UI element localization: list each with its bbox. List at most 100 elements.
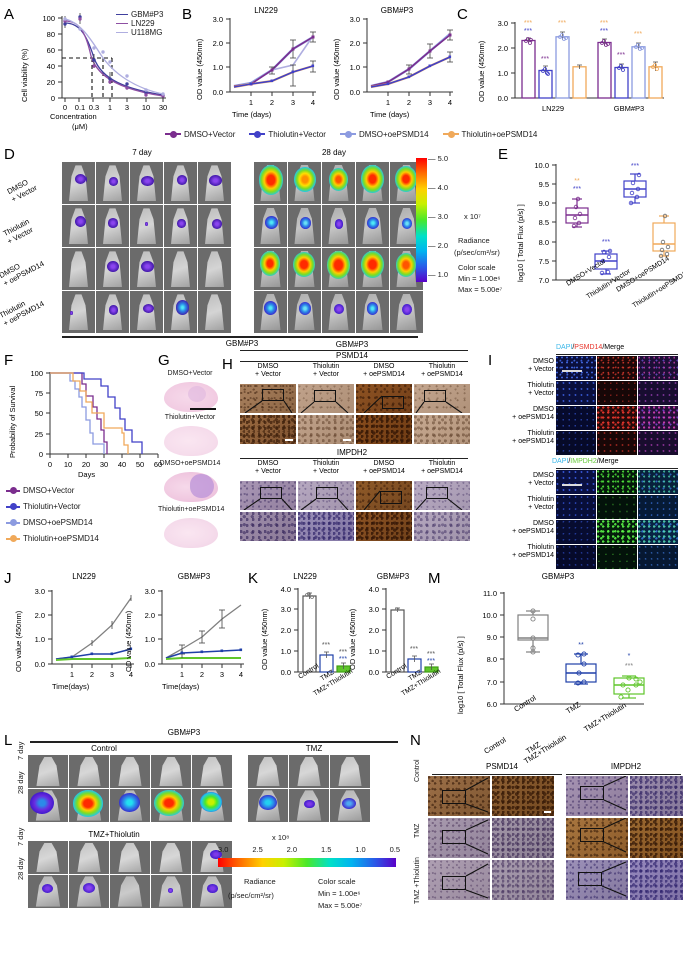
panel-d: D 7 day 28 day DMSO + Vector Thiolutin + V…: [0, 146, 464, 348]
mouse-image: [62, 248, 95, 290]
if-dapi: [556, 381, 596, 405]
legend-label: Thiolutin+Vector: [268, 129, 326, 139]
ihc-image-zoom: [630, 860, 683, 900]
svg-text:0.0: 0.0: [498, 94, 508, 103]
panel-l-row-7day-1: 7 day: [16, 741, 25, 760]
panel-n-row-1: TMZ: [414, 823, 421, 838]
legend-marker: [165, 130, 181, 138]
colorbar-radiance-label: Radiance: [458, 236, 490, 245]
grid-gap: [233, 789, 247, 822]
svg-text:4.0: 4.0: [281, 585, 291, 594]
svg-text:10.0: 10.0: [482, 611, 497, 620]
mouse-image: [356, 205, 389, 247]
panel-k-gbmp3-title: GBM#P3: [376, 572, 410, 581]
mouse-image: [110, 875, 150, 908]
panel-h-label: H: [222, 356, 233, 373]
panel-l: L GBM#P3 Control TMZ 7 day 28 day TMZ+Th…: [4, 728, 404, 962]
panel-d-title-28day: 28 day: [321, 148, 347, 157]
mouse-image: [322, 291, 355, 333]
panel-e: E log10 [ Total Flux (p/s) ] 7.0 7.5 8.0…: [492, 146, 683, 346]
panel-n-label: N: [410, 732, 421, 749]
mouse-image: [322, 162, 355, 204]
svg-text:9.0: 9.0: [539, 199, 549, 208]
svg-text:***: ***: [573, 186, 581, 193]
mouse-image: [322, 248, 355, 290]
legend-line-u118mg: [116, 31, 128, 34]
panel-n-grid: [428, 776, 683, 900]
legend-item-dmso-vector: DMSO+Vector: [6, 486, 99, 495]
svg-text:***: ***: [600, 28, 608, 35]
legend-item-thiolutin-vector: Thiolutin+Vector: [6, 502, 99, 511]
panel-b-ln229-title: LN229: [254, 6, 278, 15]
legend-item: U118MG: [116, 28, 163, 37]
colorbar-min: Min = 1.00e⁶: [318, 889, 361, 898]
mouse-image: [28, 841, 68, 874]
colorbar-gradient: [218, 858, 396, 867]
panel-i-rule1: [556, 354, 678, 356]
svg-text:50: 50: [136, 460, 144, 469]
mouse-image: [198, 162, 231, 204]
svg-text:40: 40: [118, 460, 126, 469]
panel-i-row2-1: Thiolutin + Vector: [527, 496, 554, 512]
colorbar-min: Min = 1.00e⁶: [458, 274, 501, 283]
panel-k-label: K: [248, 570, 259, 587]
mouse-image: [254, 162, 287, 204]
svg-text:30: 30: [100, 460, 108, 469]
l-tick-5: 0.5: [389, 845, 400, 854]
colorbar-max: Max = 5.00e⁷: [318, 901, 363, 910]
l-tick-4: 1.0: [355, 845, 366, 854]
mouse-image: [28, 755, 68, 788]
panel-d-bottom-rule: [62, 336, 418, 338]
mouse-image: [192, 841, 232, 874]
mouse-image: [288, 248, 321, 290]
mouse-image: [164, 205, 197, 247]
panel-f-ylabel: Probability of Survival: [8, 385, 17, 458]
mouse-image: [248, 789, 288, 822]
panel-a-label: A: [4, 6, 15, 23]
legend-item-dmso-oepsmd14: DMSO+oePSMD14: [339, 129, 429, 139]
mouse-image: [322, 205, 355, 247]
panel-h-psmd14-grid: [240, 384, 470, 444]
svg-text:***: ***: [617, 52, 625, 59]
svg-text:**: **: [578, 642, 584, 649]
ihc-image: [428, 776, 490, 816]
legend-label: DMSO+oePSMD14: [23, 518, 93, 527]
panel-c-label: C: [457, 6, 468, 23]
l-tick-0: 3.0: [218, 845, 229, 854]
grid-gap: [556, 860, 564, 900]
svg-text:3.0: 3.0: [35, 587, 45, 596]
svg-text:3.0: 3.0: [281, 605, 291, 614]
ihc-image: [566, 860, 628, 900]
svg-text:40: 40: [47, 62, 55, 71]
legend-label: LN229: [131, 19, 155, 28]
mouse-image: [28, 789, 68, 822]
panel-l-imaging-grid-top: [28, 755, 370, 822]
mouse-image: [62, 162, 95, 204]
mouse-image: [288, 162, 321, 204]
n-col-control: Control: [482, 735, 508, 756]
legend-item: LN229: [116, 19, 163, 28]
svg-text:20: 20: [82, 460, 90, 469]
panel-j: J LN229 OD value (450nm) 0.0 1.0 2.0 3.0…: [4, 570, 244, 700]
if-impdh2: [597, 495, 637, 519]
merge-label: Merge: [604, 344, 625, 351]
panel-j-ln229-ylabel: OD value (450nm): [14, 610, 23, 672]
panel-m: M GBM#P3 log10 [ Total Flux (p/s) ] 6.0 …: [428, 570, 682, 734]
svg-text:2: 2: [90, 670, 94, 679]
panel-d-imaging-grid-7day: [62, 162, 231, 333]
panel-c: C OD value (450nm) 0.0 1.0 2.0 3.0: [455, 4, 681, 124]
svg-text:3: 3: [220, 670, 224, 679]
dapi-label: DAPI: [556, 344, 573, 351]
svg-text:0.0: 0.0: [213, 88, 223, 97]
legend-label: DMSO+oePSMD14: [358, 129, 429, 139]
grid-gap: [556, 776, 564, 816]
svg-text:9.5: 9.5: [539, 180, 549, 189]
panel-k-ln229-title: LN229: [293, 572, 317, 581]
panel-d-bottom-label: GBM#P3: [225, 339, 259, 348]
panel-i-row1-1: Thiolutin + Vector: [527, 382, 554, 398]
panel-h-col2-2: DMSO + oePSMD14: [363, 460, 405, 476]
brain-section: [162, 470, 220, 504]
l-tick-2: 2.0: [286, 845, 298, 854]
if-merge: [638, 356, 678, 380]
mouse-image: [192, 789, 232, 822]
